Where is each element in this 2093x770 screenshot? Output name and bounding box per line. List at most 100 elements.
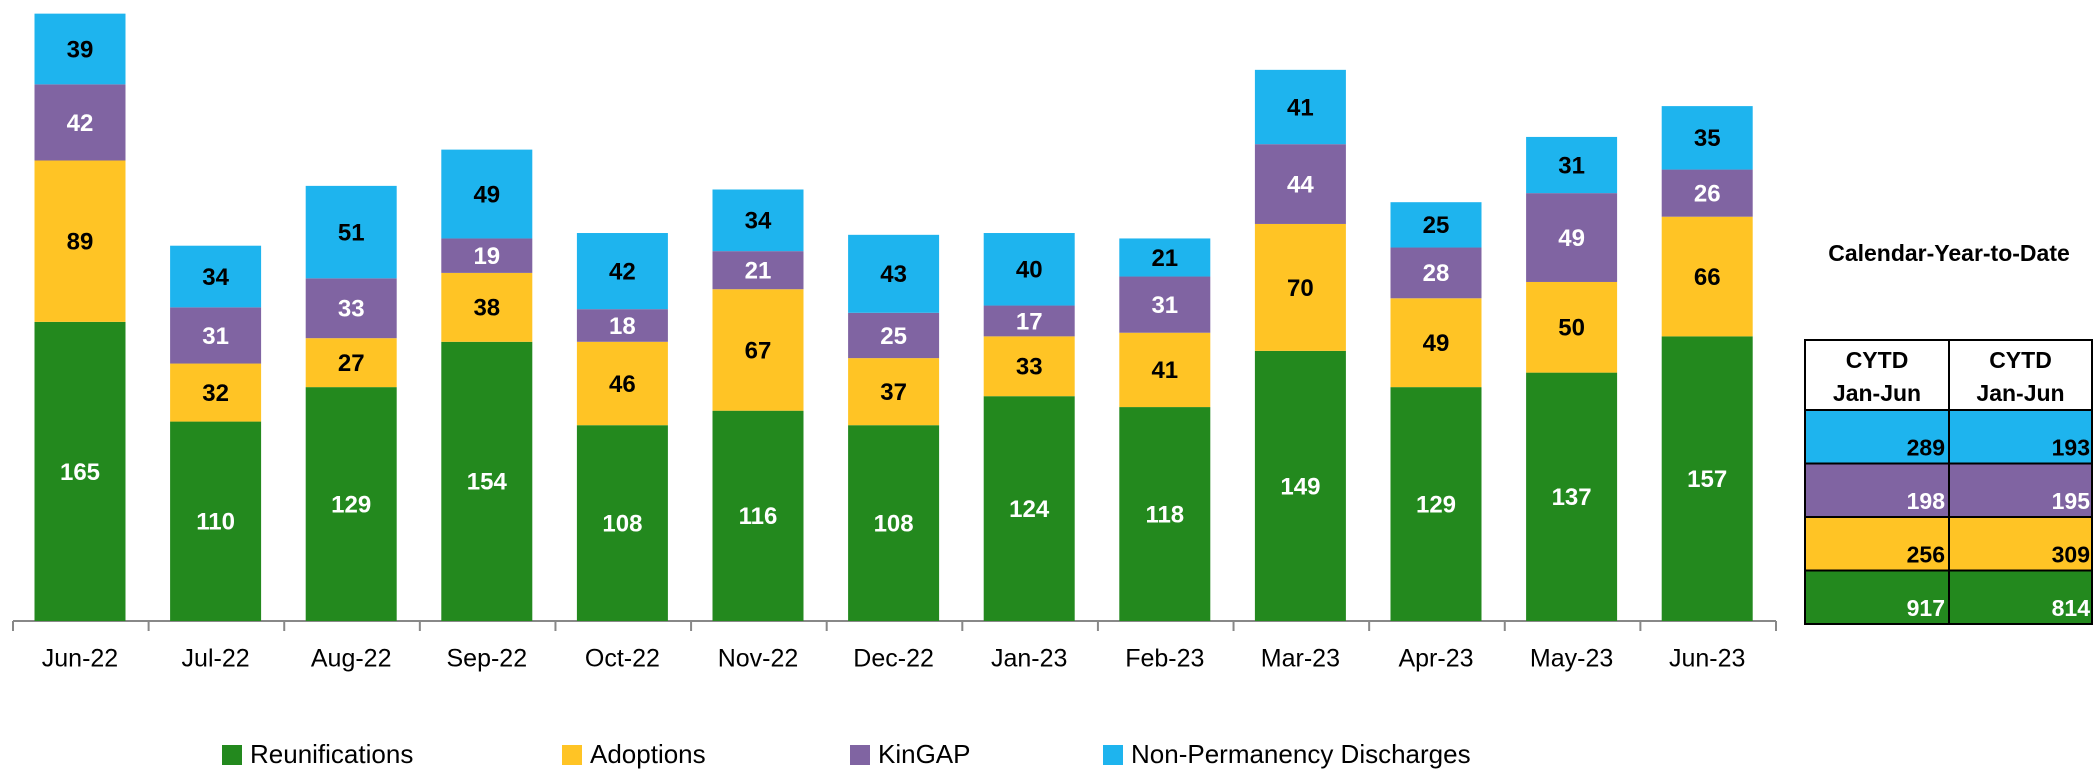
bar-segment xyxy=(576,309,668,342)
data-label: 25 xyxy=(880,323,907,350)
data-label: 149 xyxy=(1280,473,1320,500)
bar-segment xyxy=(1390,387,1482,621)
table-cell: 917 xyxy=(1907,595,1945,621)
data-label: 157 xyxy=(1687,466,1727,493)
bar-segment xyxy=(1390,202,1482,248)
legend-label: Non-Permanency Discharges xyxy=(1131,739,1471,769)
data-label: 49 xyxy=(1558,225,1585,252)
bar-segment xyxy=(1390,247,1482,299)
bar-segment xyxy=(1661,169,1753,217)
bar-segment xyxy=(170,307,262,364)
data-label: 50 xyxy=(1558,315,1585,342)
x-tick-label: Oct-22 xyxy=(585,645,660,673)
data-label: 25 xyxy=(1423,212,1450,239)
data-label: 39 xyxy=(67,36,94,63)
x-tick-label: Mar-23 xyxy=(1261,645,1340,673)
bar-segment xyxy=(1526,372,1618,621)
data-label: 32 xyxy=(202,380,229,407)
bar-segment xyxy=(576,341,668,426)
data-label: 21 xyxy=(1151,245,1178,272)
bar-segment xyxy=(305,278,397,339)
data-label: 154 xyxy=(467,469,508,496)
data-label: 28 xyxy=(1423,260,1450,287)
bar-segment xyxy=(34,160,126,322)
bar-segment xyxy=(712,289,804,411)
data-label: 118 xyxy=(1145,501,1184,528)
data-label: 33 xyxy=(1016,354,1043,381)
data-label: 34 xyxy=(202,264,229,291)
bar-segment xyxy=(1254,69,1346,145)
data-label: 31 xyxy=(1558,152,1585,179)
data-label: 26 xyxy=(1694,180,1721,207)
bar-segment xyxy=(983,336,1075,397)
bar-segment xyxy=(305,387,397,621)
table-cell: 195 xyxy=(2052,488,2091,514)
bar-segment xyxy=(441,149,533,239)
x-tick-label: Jun-22 xyxy=(42,645,118,673)
bar-segment xyxy=(1526,193,1618,282)
table-header: Jan-Jun xyxy=(1976,380,2064,406)
legend-label: Adoptions xyxy=(590,739,706,769)
bar-segment xyxy=(441,341,533,621)
table-title: Calendar-Year-to-Date xyxy=(1828,240,2070,266)
data-label: 27 xyxy=(338,350,365,377)
bar-segment xyxy=(1661,336,1753,621)
bar-segment xyxy=(1661,106,1753,170)
table-header: CYTD xyxy=(1989,347,2052,373)
data-label: 51 xyxy=(338,219,365,246)
bar-segment xyxy=(34,321,126,621)
x-tick-label: Apr-23 xyxy=(1398,645,1473,673)
data-label: 89 xyxy=(67,229,94,256)
data-label: 17 xyxy=(1016,308,1043,335)
data-label: 165 xyxy=(60,459,100,486)
data-label: 108 xyxy=(602,510,642,537)
bar-segment xyxy=(576,233,668,310)
bar-segment xyxy=(983,396,1075,621)
bar-segment xyxy=(441,272,533,342)
data-label: 49 xyxy=(1423,330,1450,357)
bar-segment xyxy=(305,185,397,279)
bar-segment xyxy=(848,312,940,359)
data-label: 108 xyxy=(874,510,914,537)
data-label: 67 xyxy=(745,337,772,364)
data-label: 43 xyxy=(880,261,907,288)
x-tick-label: Aug-22 xyxy=(311,645,392,673)
table-cell: 289 xyxy=(1907,435,1945,461)
data-label: 49 xyxy=(473,181,500,208)
bar-segment xyxy=(848,234,940,313)
bar-segment xyxy=(1526,281,1618,373)
table-cell: 814 xyxy=(2052,595,2091,621)
bar-segment xyxy=(848,358,940,426)
data-label: 124 xyxy=(1009,496,1050,523)
data-label: 19 xyxy=(473,243,500,270)
bar-segment xyxy=(848,425,940,621)
data-label: 46 xyxy=(609,371,636,398)
data-label: 110 xyxy=(196,509,235,536)
data-label: 116 xyxy=(739,503,778,530)
legend-label: KinGAP xyxy=(878,739,971,769)
bar-segment xyxy=(1119,276,1211,333)
data-label: 42 xyxy=(609,258,636,285)
bar-segment xyxy=(1119,332,1211,408)
data-label: 31 xyxy=(202,323,229,350)
bar-segment xyxy=(712,189,804,252)
table-header: Jan-Jun xyxy=(1833,380,1921,406)
table-header: CYTD xyxy=(1846,347,1909,373)
data-label: 35 xyxy=(1694,125,1721,152)
data-label: 66 xyxy=(1694,264,1721,291)
x-tick-label: Feb-23 xyxy=(1125,645,1204,673)
bar-segment xyxy=(712,410,804,621)
bar-segment xyxy=(1526,136,1618,194)
data-label: 44 xyxy=(1287,171,1314,198)
x-tick-label: Jul-22 xyxy=(182,645,250,673)
data-label: 31 xyxy=(1151,292,1178,319)
bar-segment xyxy=(1254,223,1346,351)
bar-segment xyxy=(1119,238,1211,277)
bar-segment xyxy=(1254,144,1346,224)
bar-segment xyxy=(170,363,262,422)
bar-segment xyxy=(1390,298,1482,388)
legend-swatch xyxy=(850,745,870,765)
bar-segment xyxy=(1661,216,1753,337)
data-label: 129 xyxy=(331,491,371,518)
bar-segment xyxy=(305,338,397,388)
